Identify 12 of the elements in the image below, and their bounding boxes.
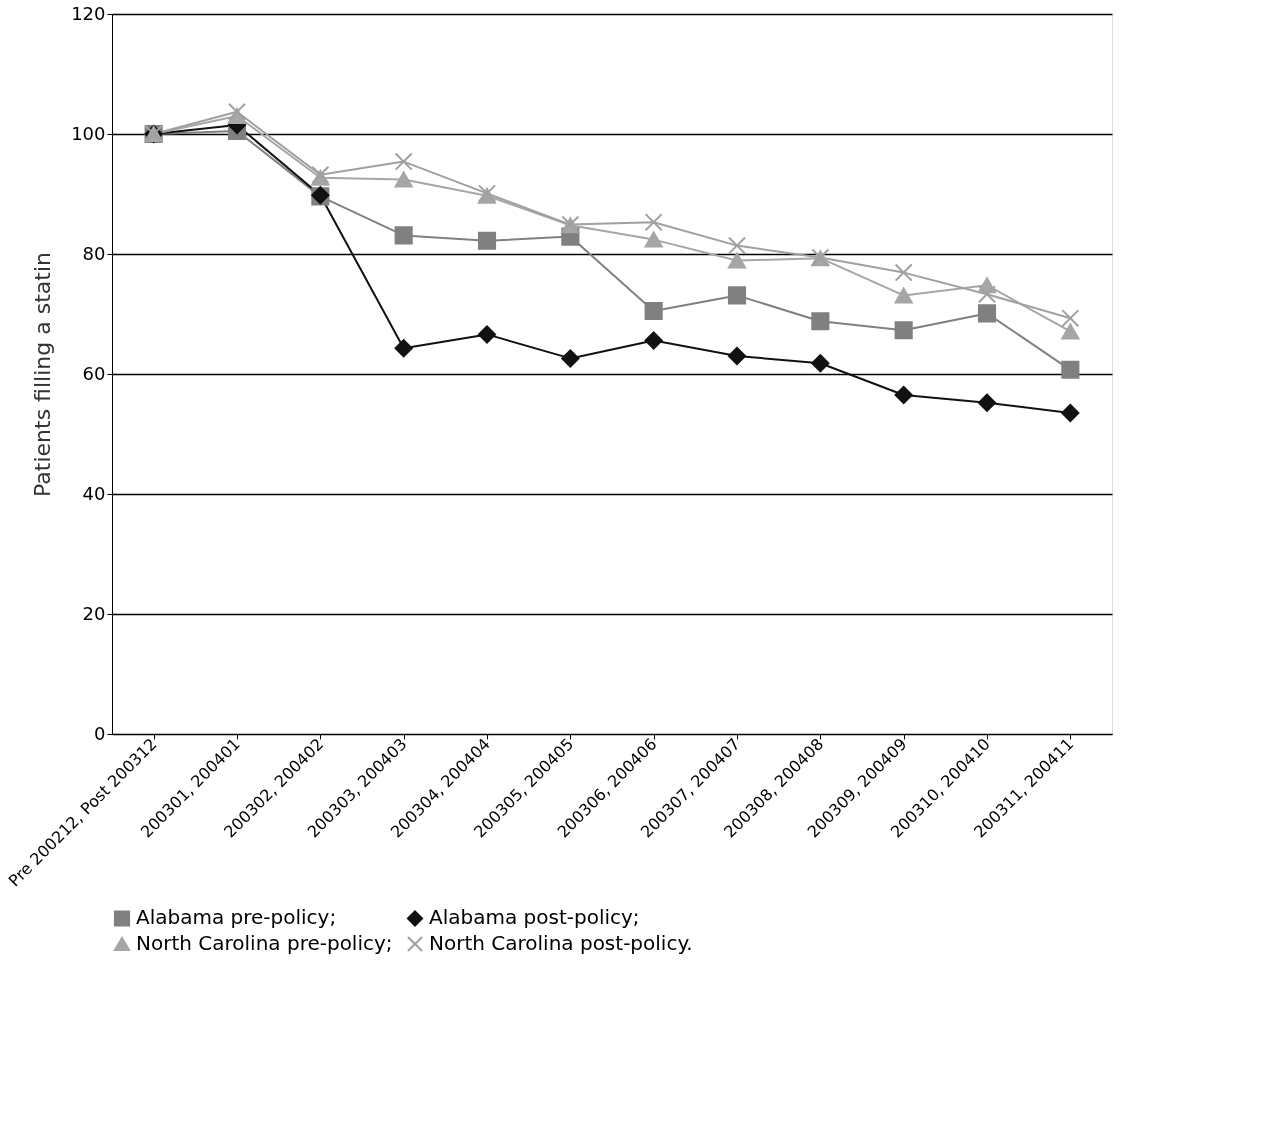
legend-label: Alabama post-policy;: [429, 905, 640, 930]
legend-label: North Carolina post-policy.: [429, 931, 693, 955]
y-axis-title: Patients filling a statin: [30, 252, 56, 497]
y-tick-label: 120: [71, 2, 106, 24]
y-tick-label: 0: [94, 722, 106, 744]
y-tick-label: 40: [82, 482, 106, 504]
y-tick-label: 100: [71, 122, 106, 144]
legend-label: Alabama pre-policy;: [136, 905, 337, 930]
legend-label: North Carolina pre-policy;: [136, 931, 393, 955]
y-tick-label: 20: [82, 602, 106, 624]
y-tick-label: 80: [82, 242, 106, 264]
y-tick-label: 60: [82, 362, 106, 384]
